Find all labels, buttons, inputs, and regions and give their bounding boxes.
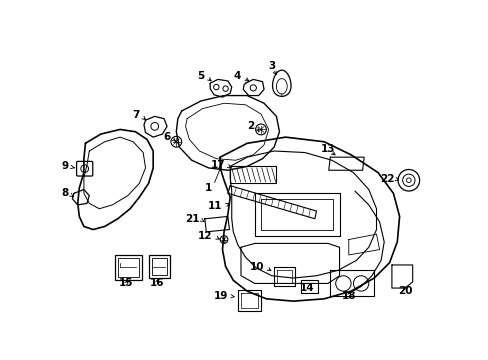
Text: 5: 5 [197,71,204,81]
Text: 19: 19 [213,291,227,301]
Bar [115,255,142,280]
Text: 17: 17 [210,160,225,170]
Bar [148,255,170,278]
Text: 3: 3 [267,61,275,71]
Text: 1: 1 [205,183,212,193]
Text: 9: 9 [61,161,68,171]
Text: 22: 22 [380,174,394,184]
Text: 12: 12 [198,231,212,241]
Text: 8: 8 [61,188,68,198]
Text: 13: 13 [320,144,335,154]
Bar [151,258,167,275]
Text: 20: 20 [397,286,411,296]
Text: 11: 11 [207,202,222,211]
Text: 21: 21 [184,214,199,224]
Text: 6: 6 [163,132,170,142]
Text: 10: 10 [249,261,264,271]
Text: 14: 14 [299,283,314,293]
Text: 2: 2 [247,121,254,131]
Text: 18: 18 [341,291,355,301]
Text: 4: 4 [233,71,241,81]
Text: 16: 16 [149,278,164,288]
Text: 7: 7 [132,110,139,120]
Bar [230,166,276,183]
Text: 15: 15 [119,278,133,288]
Bar [118,258,138,276]
